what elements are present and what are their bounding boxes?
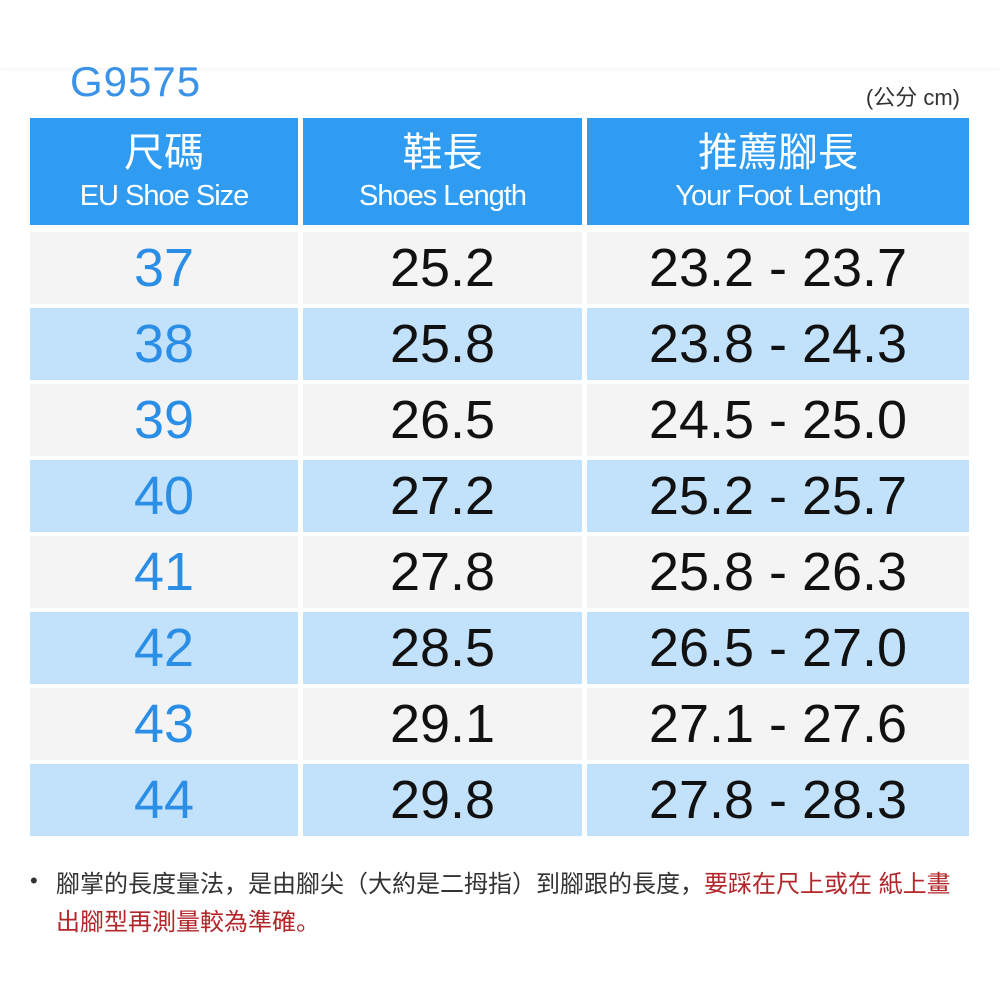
- measurement-note: • 腳掌的長度量法，是由腳尖（大約是二拇指）到腳跟的長度，要踩在尺上或在 紙上畫…: [30, 866, 970, 942]
- foot-length-cell: 25.8 - 26.3: [587, 536, 969, 608]
- size-cell: 38: [30, 308, 298, 380]
- header-shoe-length: 鞋長 Shoes Length: [303, 118, 582, 225]
- table-row: 42 28.5 26.5 - 27.0: [30, 612, 970, 684]
- table-header: 尺碼 EU Shoe Size 鞋長 Shoes Length 推薦腳長 You…: [30, 118, 970, 225]
- size-cell: 43: [30, 688, 298, 760]
- model-number: G9575: [70, 58, 202, 105]
- shoe-length-cell: 27.8: [303, 536, 582, 608]
- foot-length-cell: 23.2 - 23.7: [587, 232, 969, 304]
- table-row: 38 25.8 23.8 - 24.3: [30, 308, 970, 380]
- size-cell: 37: [30, 232, 298, 304]
- header-en: Shoes Length: [359, 179, 527, 212]
- size-chart-table: 尺碼 EU Shoe Size 鞋長 Shoes Length 推薦腳長 You…: [30, 118, 970, 840]
- foot-length-cell: 24.5 - 25.0: [587, 384, 969, 456]
- table-row: 37 25.2 23.2 - 23.7: [30, 232, 970, 304]
- foot-length-cell: 25.2 - 25.7: [587, 460, 969, 532]
- shoe-length-cell: 26.5: [303, 384, 582, 456]
- note-warning: 要踩在尺上或在 紙上畫出腳型再測量較為準確。: [56, 871, 951, 936]
- header-en: Your Foot Length: [675, 179, 881, 212]
- note-text: 腳掌的長度量法，是由腳尖（大約是二拇指）到腳跟的長度，: [56, 871, 704, 898]
- size-cell: 39: [30, 384, 298, 456]
- table-row: 40 27.2 25.2 - 25.7: [30, 460, 970, 532]
- foot-length-cell: 27.8 - 28.3: [587, 764, 969, 836]
- table-row: 43 29.1 27.1 - 27.6: [30, 688, 970, 760]
- shoe-length-cell: 29.1: [303, 688, 582, 760]
- top-bar: [0, 0, 1000, 68]
- shoe-length-cell: 28.5: [303, 612, 582, 684]
- header-foot-length: 推薦腳長 Your Foot Length: [587, 118, 969, 225]
- shoe-length-cell: 27.2: [303, 460, 582, 532]
- shoe-length-cell: 29.8: [303, 764, 582, 836]
- foot-length-cell: 23.8 - 24.3: [587, 308, 969, 380]
- header-zh: 推薦腳長: [698, 130, 858, 175]
- table-row: 39 26.5 24.5 - 25.0: [30, 384, 970, 456]
- size-cell: 41: [30, 536, 298, 608]
- header-zh: 尺碼: [124, 130, 204, 175]
- shoe-length-cell: 25.8: [303, 308, 582, 380]
- table-row: 44 29.8 27.8 - 28.3: [30, 764, 970, 836]
- header-en: EU Shoe Size: [79, 179, 250, 212]
- size-cell: 40: [30, 460, 298, 532]
- foot-length-cell: 26.5 - 27.0: [587, 612, 969, 684]
- header-size: 尺碼 EU Shoe Size: [30, 118, 298, 225]
- shoe-length-cell: 25.2: [303, 232, 582, 304]
- size-cell: 42: [30, 612, 298, 684]
- header-zh: 鞋長: [402, 130, 483, 175]
- foot-length-cell: 27.1 - 27.6: [587, 688, 969, 760]
- unit-label: (公分 cm): [865, 85, 960, 110]
- bullet: •: [30, 868, 38, 893]
- size-cell: 44: [30, 764, 298, 836]
- table-row: 41 27.8 25.8 - 26.3: [30, 536, 970, 608]
